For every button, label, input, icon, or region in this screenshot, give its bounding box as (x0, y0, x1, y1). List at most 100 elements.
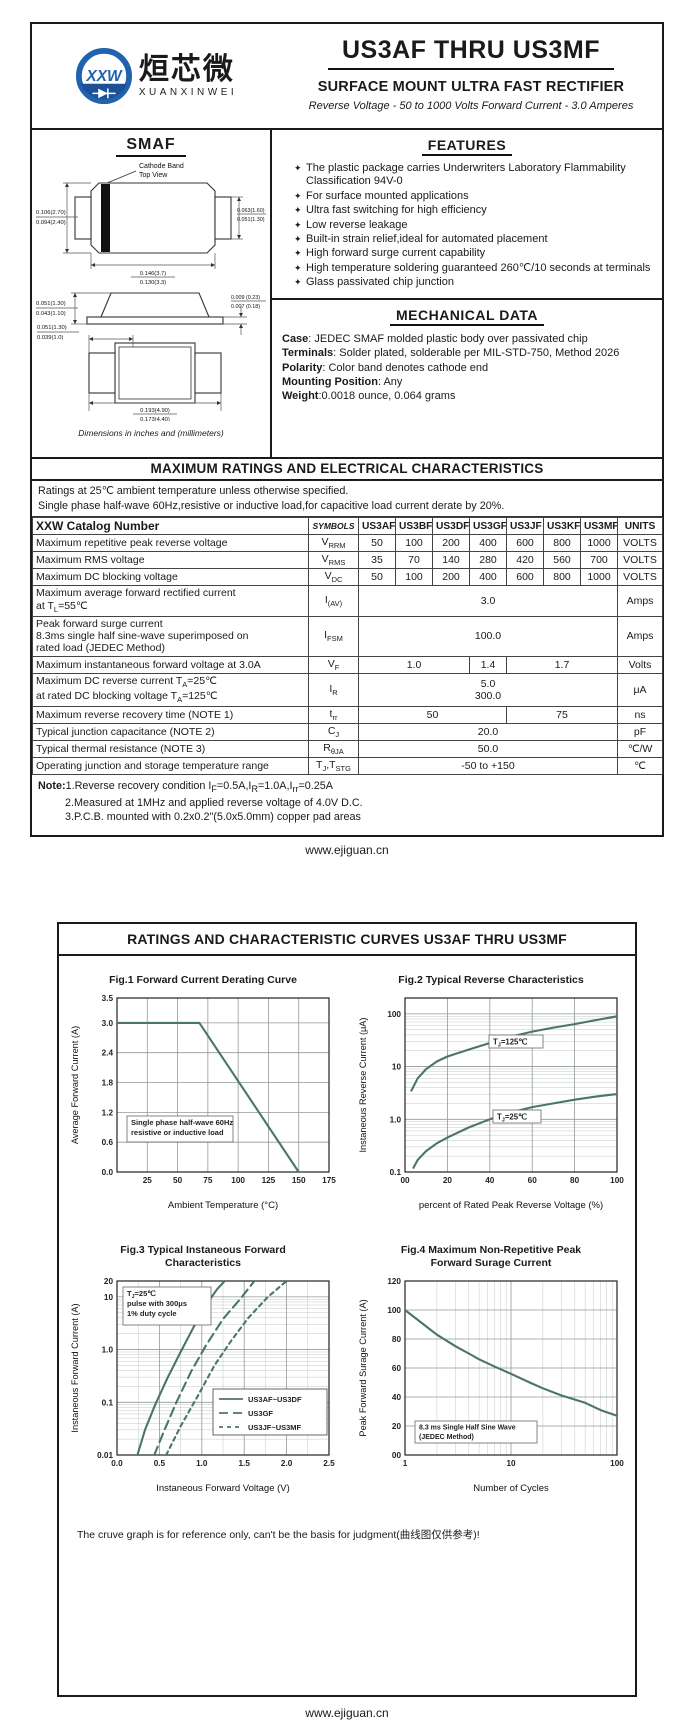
table-row: Typical thermal resistance (NOTE 3) RθJA 5… (32, 739, 663, 759)
value-cell: 800 (543, 534, 581, 553)
parameter-cell: Maximum DC blocking voltage (32, 568, 309, 587)
unit-cell: ℃/W (617, 739, 663, 759)
parameter-line: Typical thermal resistance (NOTE 3) (36, 742, 206, 755)
feature-item: ✦ Low reverse leakage (294, 219, 654, 232)
unit-cell: ns (617, 705, 663, 724)
mechanical-row: Polarity: Color band denotes cathode end (282, 361, 652, 375)
fig4-figure: Fig.4 Maximum Non-Repetitive Peak Forward… (347, 1244, 635, 1497)
unit-cell: ℃ (617, 757, 663, 776)
value-cell: 800 (543, 568, 581, 587)
table-row: Maximum average forward rectified curren… (32, 585, 663, 617)
parameter-line: 8.3ms single half sine-wave superimposed… (36, 630, 249, 643)
svg-text:0.6: 0.6 (102, 1138, 114, 1147)
value-cell: 20.0 (358, 722, 618, 742)
figure-title-line: Fig.1 Forward Current Derating Curve (109, 974, 297, 986)
fig2-figure: Fig.2 Typical Reverse Characteristics TJ=… (347, 974, 635, 1214)
figure-title-line: Fig.3 Typical Instaneous Forward (120, 1244, 286, 1257)
parameter-line: at rated DC blocking voltage TA=125℃ (36, 689, 218, 704)
table-row: Maximum DC blocking voltage VDC 50 100 200 40… (32, 568, 663, 587)
curve-US3AF~US3DF (136, 1280, 226, 1457)
unit-cell: VOLTS (617, 551, 663, 570)
brand-name-cn: 烜芯微 (138, 52, 235, 86)
parameter-line: Peak forward surge current (36, 617, 163, 630)
note-line: 3.P.C.B. mounted with 0.2x0.2"(5.0x5.0mm… (65, 811, 361, 824)
value-cell: 3.0 (358, 585, 618, 617)
note-label: Note: (38, 780, 66, 793)
table-row: Typical junction capacitance (NOTE 2) CJ 2… (32, 722, 663, 742)
svg-text:10: 10 (506, 1459, 516, 1468)
symbol-cell: I(AV) (308, 585, 359, 617)
fig2-plot: TJ=125℃ TJ=25℃ 00 20 40 60 80 100 0.1 1.0 10 100 per… (358, 997, 624, 1211)
svg-text:100: 100 (231, 1176, 245, 1185)
symbol-cell: VF (308, 655, 359, 674)
mechanical-row: Terminals: Solder plated, solderable per… (282, 346, 652, 360)
svg-text:50: 50 (173, 1176, 183, 1185)
parameter-line: Maximum average forward rectified curren… (36, 587, 236, 600)
svg-text:20: 20 (104, 1277, 114, 1286)
mechanical-row: Weight:0.0018 ounce, 0.064 grams (282, 389, 652, 403)
svg-text:8.3 ms Single Half Sine Wave: 8.3 ms Single Half Sine Wave (419, 1425, 516, 1432)
parameter-line: Maximum DC reverse current TA=25℃ (36, 674, 217, 690)
svg-text:80: 80 (392, 1335, 402, 1344)
model-header: US3BF (395, 517, 433, 536)
feature-item: ✦ For surface mounted applications (294, 190, 654, 203)
curve-surge (403, 1309, 619, 1418)
value-cell: 1.4 (469, 655, 507, 674)
svg-text:0.051(1.30): 0.051(1.30) (36, 301, 66, 307)
parameter-cell: Typical junction capacitance (NOTE 2) (32, 722, 309, 742)
svg-text:0.146(3.7): 0.146(3.7) (140, 271, 166, 277)
model-header: US3JF (506, 517, 544, 536)
model-header: US3MF (580, 517, 618, 536)
parameter-cell: Peak forward surge current 8.3ms single h… (32, 615, 309, 657)
mechanical-label: Terminals (282, 347, 334, 360)
table-row: Maximum repetitive peak reverse voltage V… (32, 534, 663, 553)
table-row: Peak forward surge current 8.3ms single h… (32, 615, 663, 657)
svg-text:00: 00 (400, 1176, 410, 1185)
value-cell: 50 (358, 568, 396, 587)
svg-text:100: 100 (387, 1306, 401, 1315)
model-header: US3KF (543, 517, 581, 536)
value-cell: 100.0 (358, 615, 618, 657)
table-row: Maximum RMS voltage VRMS 35 70 140 280 420 560 7… (32, 551, 663, 570)
units-header: UNITS (617, 517, 663, 536)
device-subtitle: SURFACE MOUNT ULTRA FAST RECTIFIER (317, 79, 625, 95)
parameter-cell: Maximum instantaneous forward voltage at… (32, 655, 309, 674)
feature-text: Built-in strain relief,ideal for automat… (306, 233, 548, 246)
parameter-cell: Maximum reverse recovery time (NOTE 1) (32, 705, 309, 724)
symbol-cell: VDC (308, 568, 359, 587)
symbol-cell: IFSM (308, 615, 359, 657)
symbol-cell: VRMS (308, 551, 359, 570)
package-name: SMAF (116, 136, 186, 157)
top-view-label: Top View (139, 172, 168, 179)
parameter-line: at TL=55℃ (36, 599, 88, 614)
bullet-icon: ✦ (294, 190, 302, 201)
mechanical-row: Case: JEDEC SMAF molded plastic body ove… (282, 332, 652, 346)
svg-text:0.193(4.90): 0.193(4.90) (140, 408, 170, 414)
ratings-table-header: XXW Catalog Number SYMBOLS US3AF US3BF US3DF… (32, 517, 663, 536)
svg-text:2.5: 2.5 (323, 1459, 335, 1468)
svg-text:0.0: 0.0 (111, 1459, 123, 1468)
svg-text:60: 60 (392, 1364, 402, 1373)
curve-US3JF~US3MF (165, 1280, 288, 1457)
feature-text: The plastic package carries Underwriters… (306, 162, 626, 188)
svg-text:125: 125 (262, 1176, 276, 1185)
bottom-view-drawing (88, 342, 222, 404)
features-list: ✦ The plastic package carries Underwriter… (280, 162, 654, 290)
svg-text:resistive or inductive load: resistive or inductive load (131, 1128, 224, 1137)
side-view-drawing (86, 292, 224, 325)
mechanical-label: Weight (282, 390, 319, 403)
symbol-cell: CJ (308, 722, 359, 742)
value-cell: 5.0 300.0 (358, 672, 618, 707)
mechanical-label: Mounting Position (282, 375, 378, 388)
value-cell: 100 (395, 534, 433, 553)
svg-text:100: 100 (610, 1459, 624, 1468)
svg-text:0.009 (0.23): 0.009 (0.23) (231, 295, 260, 301)
mechanical-value: : Color band denotes cathode end (322, 361, 489, 374)
value-cell: 400 (469, 568, 507, 587)
mechanical-value: : Any (377, 375, 403, 388)
fig2-title: Fig.2 Typical Reverse Characteristics (398, 974, 583, 987)
svg-text:Peak Forward Surage Current (A: Peak Forward Surage Current (A) (358, 1300, 368, 1437)
note-text: 1.Reverse recovery condition IF=0.5A,IR=… (65, 780, 333, 795)
